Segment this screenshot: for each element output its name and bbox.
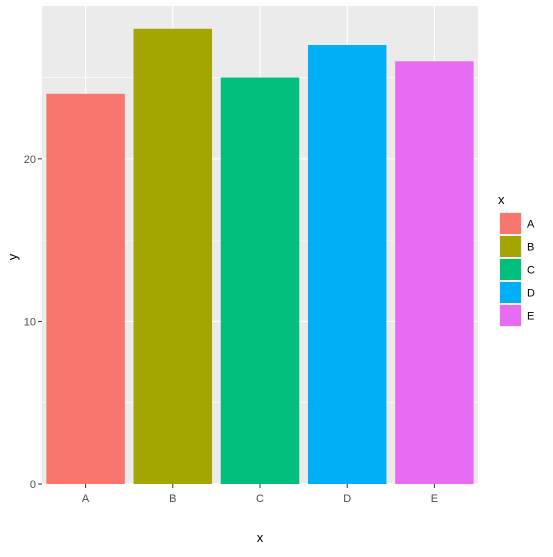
legend-key-A <box>500 213 521 234</box>
bar-B <box>133 28 213 485</box>
x-tick-label: D <box>343 493 351 505</box>
legend-key-D <box>500 282 521 303</box>
x-axis: A B C D E <box>82 484 438 505</box>
y-axis-title: y <box>5 253 20 260</box>
legend-label: B <box>527 242 534 254</box>
x-tick-label: E <box>431 493 438 505</box>
y-axis: 0 10 20 <box>24 154 42 491</box>
y-tick-label: 0 <box>30 479 36 491</box>
y-tick-label: 10 <box>24 316 36 328</box>
x-tick-label: A <box>82 493 90 505</box>
bar-C <box>220 77 300 484</box>
x-tick-label: C <box>256 493 264 505</box>
x-axis-title: x <box>257 530 264 545</box>
legend-label: A <box>527 219 535 231</box>
bar-E <box>395 61 474 485</box>
legend-title: x <box>498 192 505 207</box>
legend-label: E <box>527 311 534 323</box>
bar-D <box>307 45 387 484</box>
bar-A <box>46 93 125 484</box>
legend-key-C <box>500 259 521 280</box>
legend-key-B <box>500 236 521 257</box>
legend-label: D <box>527 288 535 300</box>
x-tick-label: B <box>169 493 176 505</box>
bars <box>46 28 474 485</box>
legend-key-E <box>500 305 521 326</box>
legend-label: C <box>527 265 535 277</box>
y-tick-label: 20 <box>24 154 36 166</box>
